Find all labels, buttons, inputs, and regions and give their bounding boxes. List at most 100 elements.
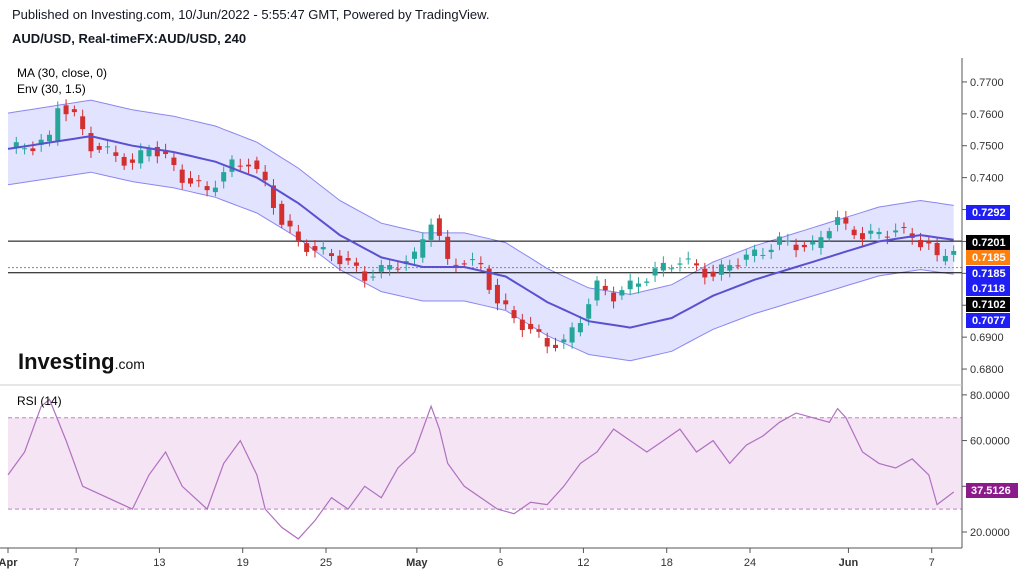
candle-body bbox=[826, 231, 832, 239]
x-tick-label: 13 bbox=[153, 557, 165, 569]
candle-body bbox=[835, 217, 841, 225]
rsi-tick-label: 60.0000 bbox=[970, 436, 1010, 448]
candle-body bbox=[22, 148, 28, 150]
candle-body bbox=[129, 159, 135, 163]
rsi-indicator-label: RSI (14) bbox=[17, 394, 62, 408]
candle-body bbox=[511, 310, 517, 319]
price-label-text: 0.7292 bbox=[972, 207, 1006, 219]
candle-body bbox=[30, 148, 36, 152]
candle-body bbox=[735, 265, 741, 267]
candle-body bbox=[411, 251, 417, 259]
candle-body bbox=[121, 156, 127, 166]
candle-body bbox=[453, 264, 459, 266]
price-label-box bbox=[966, 266, 1010, 281]
candle-body bbox=[295, 231, 301, 241]
candle-body bbox=[38, 139, 44, 145]
candle-body bbox=[46, 134, 52, 142]
rsi-band bbox=[8, 417, 962, 510]
candle-body bbox=[752, 249, 758, 257]
x-tick-label: 18 bbox=[661, 557, 673, 569]
candle-body bbox=[229, 159, 235, 172]
candle-body bbox=[644, 281, 650, 283]
candle-body bbox=[237, 165, 243, 167]
candle-body bbox=[312, 246, 318, 251]
candle-body bbox=[353, 262, 359, 266]
candle-body bbox=[345, 258, 351, 261]
candle-body bbox=[163, 150, 169, 155]
price-tick-label: 0.6900 bbox=[970, 332, 1004, 344]
price-label-box bbox=[966, 297, 1010, 312]
candle-body bbox=[884, 236, 890, 238]
candle-body bbox=[436, 218, 442, 236]
candle-body bbox=[918, 239, 924, 248]
candle-body bbox=[868, 230, 874, 234]
candle-body bbox=[669, 268, 675, 270]
price-label-text: 0.7118 bbox=[972, 283, 1005, 295]
logo-suffix: .com bbox=[115, 356, 145, 372]
candle-body bbox=[395, 268, 401, 270]
candle-body bbox=[743, 254, 749, 260]
candle-body bbox=[536, 329, 542, 332]
price-tick-label: 0.7700 bbox=[970, 77, 1004, 89]
candle-body bbox=[793, 244, 799, 251]
price-label-text: 0.7201 bbox=[972, 237, 1006, 249]
candle-body bbox=[80, 116, 86, 130]
rsi-line bbox=[7, 398, 955, 540]
candle-body bbox=[926, 241, 932, 244]
candle-body bbox=[279, 203, 285, 225]
candle-body bbox=[760, 254, 766, 256]
envelope-upper-line bbox=[7, 99, 954, 295]
x-tick-label: 7 bbox=[929, 557, 935, 569]
candle-body bbox=[378, 265, 384, 272]
candle-body bbox=[801, 244, 807, 248]
price-label-box bbox=[966, 313, 1010, 328]
price-label-text: 0.7185 bbox=[972, 268, 1006, 280]
rsi-tick-label: 20.0000 bbox=[970, 527, 1010, 539]
ma-line bbox=[7, 135, 954, 329]
candle-body bbox=[818, 237, 824, 248]
candle-body bbox=[154, 146, 160, 157]
candle-body bbox=[785, 240, 791, 242]
x-tick-label: 24 bbox=[744, 557, 756, 569]
candle-body bbox=[146, 149, 152, 157]
candle-body bbox=[105, 146, 111, 148]
candle-body bbox=[702, 268, 708, 278]
candle-body bbox=[519, 319, 525, 331]
candle-body bbox=[88, 133, 94, 152]
candle-body bbox=[851, 229, 857, 236]
x-tick-label: May bbox=[406, 557, 428, 569]
published-info: Published on Investing.com, 10/Jun/2022 … bbox=[12, 7, 490, 22]
candle-body bbox=[362, 271, 368, 281]
candle-body bbox=[934, 243, 940, 256]
x-tick-label: 12 bbox=[577, 557, 589, 569]
rsi-tick-label: 80.0000 bbox=[970, 390, 1010, 402]
candle-body bbox=[619, 290, 625, 296]
candle-body bbox=[685, 258, 691, 260]
candle-body bbox=[859, 233, 865, 240]
x-tick-label: 7 bbox=[73, 557, 79, 569]
price-tick-label: 0.6800 bbox=[970, 364, 1004, 376]
rsi-current-box bbox=[966, 483, 1018, 498]
candle-body bbox=[270, 185, 276, 208]
env-indicator-label: Env (30, 1.5) bbox=[17, 82, 86, 96]
chart-layer: 0.77000.76000.75000.74000.73000.72000.71… bbox=[0, 58, 1018, 569]
x-tick-label: Jun bbox=[839, 557, 859, 569]
candle-body bbox=[718, 264, 724, 275]
candle-body bbox=[503, 300, 509, 305]
candle-body bbox=[577, 323, 583, 333]
candle-body bbox=[586, 304, 592, 319]
candle-body bbox=[113, 152, 119, 156]
candle-body bbox=[71, 109, 77, 113]
candle-body bbox=[768, 249, 774, 253]
candle-body bbox=[370, 276, 376, 278]
candle-body bbox=[55, 108, 61, 141]
x-tick-label: 25 bbox=[320, 557, 332, 569]
candle-body bbox=[445, 236, 451, 259]
price-label-box bbox=[966, 250, 1010, 265]
candle-body bbox=[221, 172, 227, 182]
candle-body bbox=[63, 105, 69, 115]
candle-body bbox=[478, 262, 484, 265]
price-label-text: 0.7185 bbox=[972, 252, 1006, 264]
candle-body bbox=[602, 285, 608, 291]
